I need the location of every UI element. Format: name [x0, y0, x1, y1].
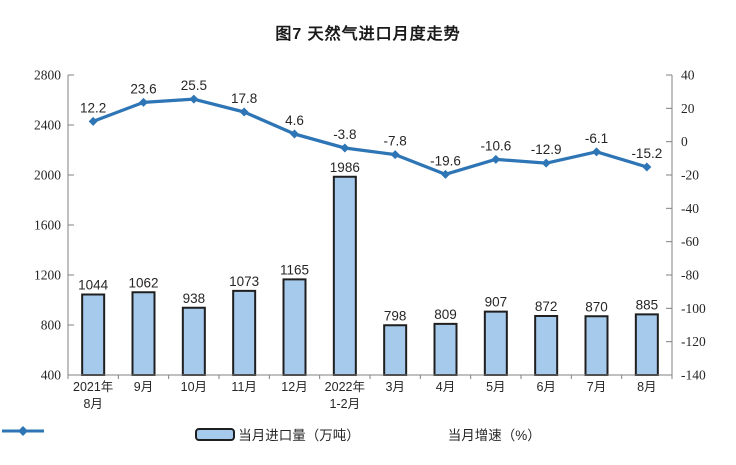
- line-marker: [290, 129, 299, 139]
- bar-series-swatch: [195, 427, 236, 441]
- line-marker: [541, 158, 551, 168]
- left-axis-tick-label: 2400: [34, 118, 61, 133]
- right-axis-tick-label: -20: [681, 168, 699, 183]
- legend-line-marker-glyph: [18, 426, 28, 436]
- left-axis-tick-label: 1600: [34, 218, 61, 233]
- bar: [181, 306, 206, 376]
- right-axis-tick-label: -40: [681, 201, 699, 216]
- bar-value-label: 1165: [280, 262, 309, 277]
- category-label: 6月: [536, 380, 555, 394]
- category-label: 10月: [181, 380, 207, 394]
- growth-line: [91, 97, 649, 176]
- line-value-label: -6.1: [585, 131, 608, 146]
- right-axis-tick-label: 0: [681, 134, 688, 149]
- category-label: 2022年: [325, 380, 365, 394]
- bar-value-label: 798: [384, 308, 407, 323]
- bar: [81, 293, 106, 376]
- category-label: 11月: [231, 380, 256, 394]
- line-marker: [139, 97, 148, 107]
- bar-value-label: 907: [485, 295, 508, 310]
- right-axis-tick-label: -100: [681, 301, 706, 316]
- category-label: 3月: [385, 380, 404, 394]
- bar-value-label: 1073: [229, 274, 259, 289]
- category-label: 12月: [281, 380, 307, 394]
- bar: [584, 315, 609, 376]
- category-label: 4月: [436, 380, 455, 394]
- category-label: 8月: [83, 397, 102, 411]
- line-marker: [491, 154, 501, 164]
- line-value-label: 23.6: [130, 81, 156, 96]
- bar-value-label: 938: [183, 291, 206, 306]
- left-axis-tick-label: 2000: [34, 168, 61, 183]
- legend-item-bar: 当月进口量（万吨）: [195, 424, 360, 444]
- bar-value-label: 1986: [330, 160, 360, 175]
- chart-title: 图7 天然气进口月度走势: [275, 26, 461, 43]
- right-axis-tick-label: -140: [681, 368, 706, 383]
- line-marker: [642, 162, 652, 172]
- bar-value-label: 1062: [128, 275, 158, 290]
- left-axis-tick-label: 800: [41, 318, 62, 333]
- right-axis-tick-label: -60: [681, 234, 699, 249]
- legend-item-line: 当月增速（%）: [2, 424, 541, 444]
- line-value-label: -3.8: [333, 127, 356, 142]
- right-axis-tick-label: 40: [681, 68, 695, 83]
- left-axis-tick-label: 2800: [34, 68, 61, 83]
- line-value-label: -19.6: [430, 153, 461, 168]
- category-label: 1-2月: [330, 397, 361, 411]
- line-value-label: -10.6: [480, 138, 511, 153]
- bar: [433, 322, 458, 376]
- bar: [282, 278, 307, 376]
- line-marker: [189, 94, 199, 104]
- category-label: 7月: [587, 380, 606, 394]
- line-marker: [239, 107, 249, 117]
- chart-legend: 当月进口量（万吨） 当月增速（%）: [0, 424, 736, 444]
- line-marker: [441, 169, 450, 179]
- bar: [232, 289, 257, 376]
- line-value-label: -12.9: [531, 142, 562, 157]
- bar: [383, 324, 408, 376]
- line-value-label: 4.6: [285, 113, 304, 128]
- bar-value-label: 885: [636, 297, 659, 312]
- category-label: 2021年: [73, 380, 113, 394]
- bar: [332, 175, 357, 376]
- line-value-label: 12.2: [80, 100, 106, 115]
- line-value-label: 25.5: [181, 78, 207, 93]
- legend-line-label: 当月增速（%）: [447, 428, 541, 443]
- bar-value-label: 1044: [78, 278, 109, 293]
- bar-value-label: 870: [585, 299, 608, 314]
- bar-value-label: 809: [434, 307, 457, 322]
- line-series-swatch: [2, 426, 44, 436]
- line-value-label: -15.2: [631, 146, 662, 161]
- left-axis-tick-label: 1200: [34, 268, 61, 283]
- bar: [131, 291, 156, 376]
- bar: [634, 313, 659, 376]
- line-marker: [390, 150, 400, 160]
- category-label: 8月: [637, 380, 656, 394]
- right-axis-tick-label: -120: [681, 334, 706, 349]
- bar: [534, 315, 559, 376]
- line-value-label: -7.8: [384, 134, 407, 149]
- right-axis-tick-label: 20: [681, 101, 695, 116]
- category-label: 5月: [486, 380, 505, 394]
- line-marker: [592, 147, 601, 157]
- bar-value-label: 872: [535, 299, 558, 314]
- right-axis-tick-label: -80: [681, 268, 699, 283]
- line-marker: [88, 116, 98, 126]
- left-axis-tick-label: 400: [41, 368, 62, 383]
- bar: [483, 310, 508, 376]
- legend-bar-label: 当月进口量（万吨）: [238, 428, 360, 443]
- category-label: 9月: [134, 380, 153, 394]
- line-value-label: 17.8: [231, 91, 257, 106]
- line-marker: [340, 143, 350, 153]
